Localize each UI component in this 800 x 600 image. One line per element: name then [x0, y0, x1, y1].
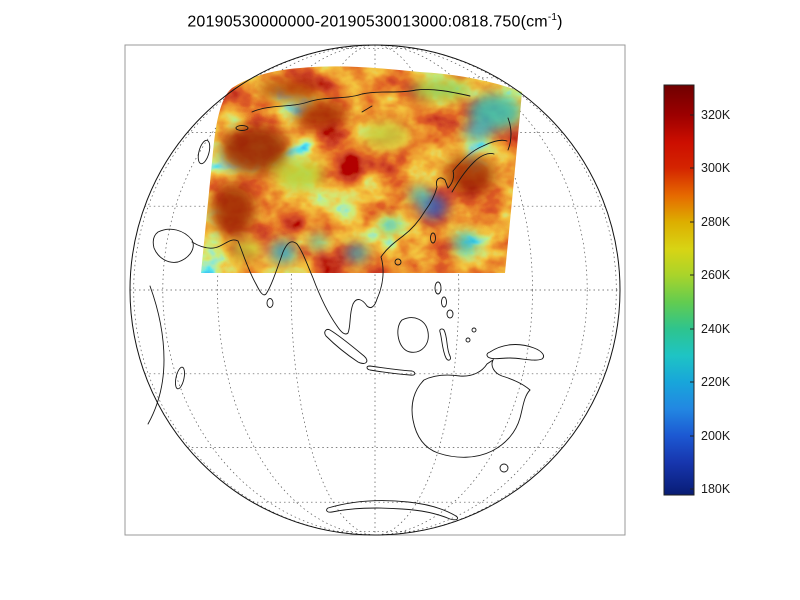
swath-feature-blobs — [211, 80, 521, 263]
island-sulawesi — [439, 328, 451, 361]
island-tasmania — [499, 463, 509, 473]
title-suffix: ) — [557, 13, 563, 31]
colorbar-tick-label: 280K — [701, 215, 731, 229]
colorbar-tick-label: 240K — [701, 322, 731, 336]
coastlines — [147, 89, 545, 521]
island-sumatra — [324, 329, 368, 364]
lake-caspian — [197, 139, 211, 165]
island-philippines-1 — [434, 281, 442, 295]
colorbar-tick-label: 300K — [701, 161, 731, 175]
coast-kamchatka — [507, 117, 512, 151]
colorbar-tick-label: 220K — [701, 375, 731, 389]
island-taiwan — [430, 232, 436, 244]
coast-japan — [451, 153, 495, 193]
colorbar-gradient — [663, 84, 695, 496]
coast-siberia — [251, 89, 471, 113]
island-molucca-2 — [471, 327, 477, 333]
colorbar-tick-label: 200K — [701, 429, 731, 443]
island-molucca-1 — [465, 337, 471, 343]
island-newguinea — [486, 344, 545, 361]
island-borneo — [397, 317, 429, 353]
data-swath — [201, 66, 522, 274]
globe-outline — [129, 44, 621, 536]
coast-asia — [191, 139, 508, 335]
colorbar-ticks — [690, 114, 694, 490]
title-main: 20190530000000-20190530013000:0818.750(c… — [187, 13, 548, 31]
island-madagascar — [175, 366, 185, 390]
colorbar-tick-label: 180K — [701, 482, 731, 496]
colorbar: 320K 300K 280K 260K 240K 220K 200K 180K — [663, 84, 731, 496]
lake-baikal — [361, 105, 373, 113]
coast-africa — [147, 285, 165, 425]
colorbar-tick-label: 260K — [701, 268, 731, 282]
figure-title: 20190530000000-20190530013000:0818.750(c… — [125, 12, 625, 31]
island-srilanka — [266, 298, 274, 308]
island-hainan — [394, 258, 402, 266]
coast-arabia — [152, 228, 194, 263]
colorbar-tick-label: 320K — [701, 108, 731, 122]
coast-antarctica — [326, 500, 459, 521]
coast-australia — [411, 358, 531, 458]
lake-balkhash — [235, 125, 249, 131]
title-superscript: -1 — [547, 12, 558, 23]
island-philippines-2 — [441, 296, 447, 308]
island-philippines-3 — [446, 309, 454, 319]
island-java — [366, 365, 416, 376]
